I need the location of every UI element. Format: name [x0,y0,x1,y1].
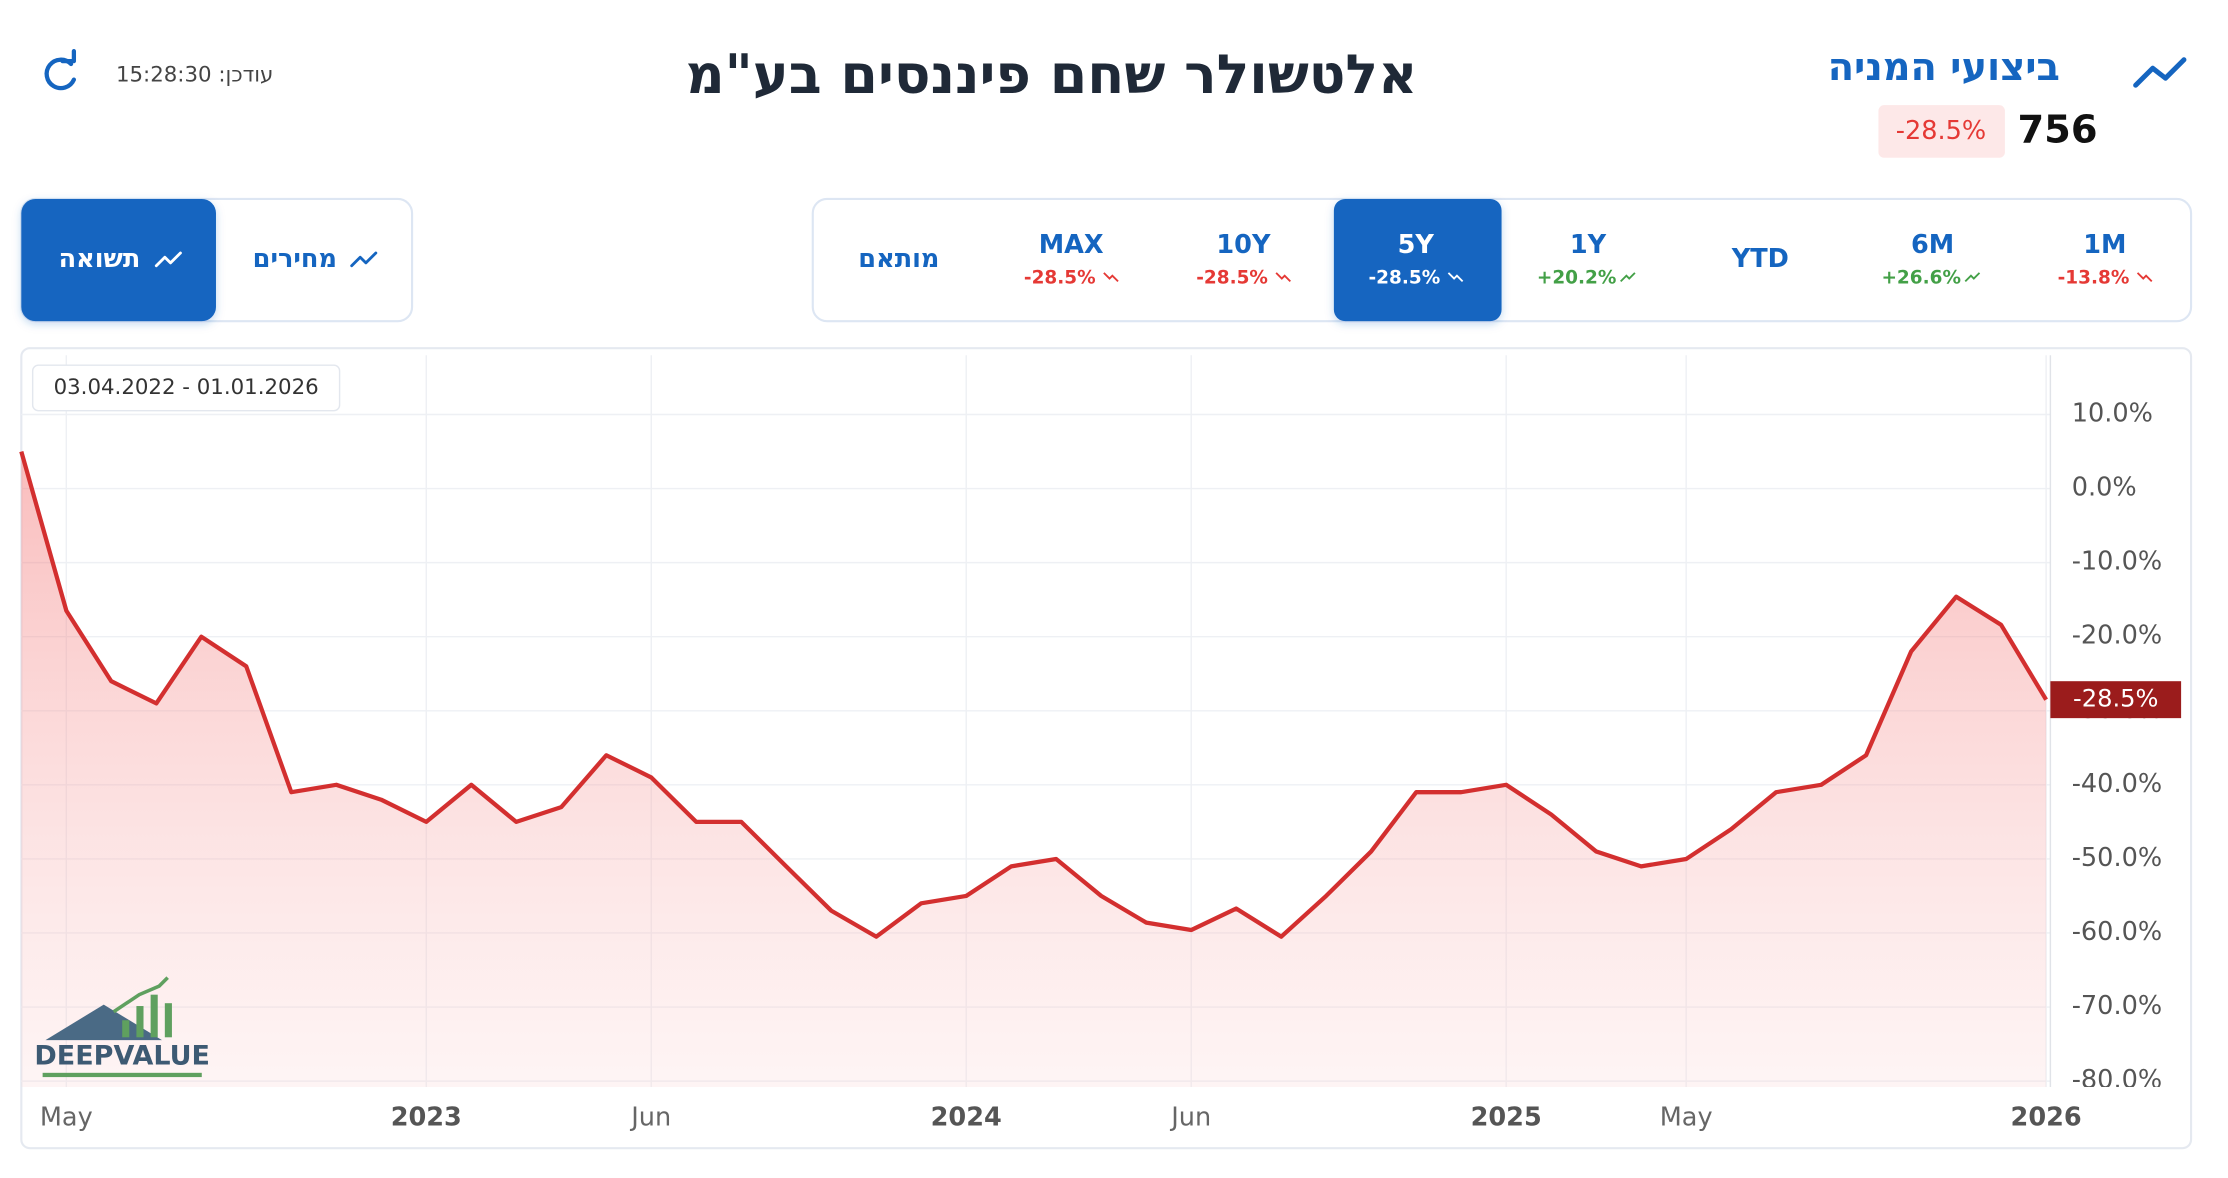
toggle-button[interactable]: תשואה [21,198,216,322]
trend-icon [154,251,182,268]
x-tick-label: Jun [629,1102,671,1132]
change-icon [1964,272,1981,283]
change-icon [1447,272,1464,283]
y-tick-label: -10.0% [2072,547,2162,577]
y-tick-label: -40.0% [2072,769,2162,799]
toggle-label: תשואה [59,244,141,274]
change-icon [1620,272,1636,283]
x-tick-label: 2023 [391,1102,462,1132]
range-button[interactable]: 1M -13.8% [2058,230,2153,289]
range-button[interactable]: YTD [1731,244,1789,274]
change-icon [2136,272,2153,283]
current-value-box [2050,681,2182,719]
y-tick-label: -60.0% [2072,917,2162,947]
logo-arrow [112,976,169,1014]
change-badge [1878,105,2005,158]
toggle-button[interactable]: מחירים [253,244,378,274]
range-change: +26.6% [1881,268,1961,289]
y-tick-label: -50.0% [2072,843,2162,873]
x-tick-label: Jun [1169,1102,1211,1132]
y-tick-label: 0.0% [2072,473,2137,503]
range-label: 10Y [1216,230,1271,260]
toggle-active-bg [21,198,216,322]
range-label: 1Y [1570,230,1607,260]
x-tick-label: May [40,1102,93,1132]
change-icon [1275,272,1291,283]
range-change: -28.5% [1368,268,1440,289]
y-tick-label: 10.0% [2072,399,2153,429]
date-range: 03.04.2022 - 01.01.2026 [54,375,319,400]
x-tick-label: 2024 [931,1102,1002,1132]
range-label: 5Y [1398,230,1435,260]
logo-text: DEEPVALUE [34,1041,210,1072]
logo: DEEPVALUE [34,976,210,1078]
range-selector [811,197,2193,323]
change-icon [1103,272,1119,283]
logo-bar [164,1003,172,1038]
range-button[interactable]: 5Y -28.5% [1333,198,1502,322]
updated-time: עודכן: 15:28:30 [116,62,273,87]
area-fill [21,451,2047,1088]
range-button[interactable]: מותאם [858,244,939,274]
date-range-box [31,364,341,412]
logo-underline [42,1072,202,1078]
y-tick-label: -20.0% [2072,621,2162,651]
logo-bar [122,1020,130,1038]
toggle-label: מחירים [253,244,337,274]
range-label: YTD [1731,244,1789,274]
range-change: -13.8% [2058,268,2130,289]
range-button[interactable]: 1Y +20.2% [1537,230,1636,289]
logo-bar [136,1006,144,1038]
change-value: -28.5% [1896,116,1986,146]
section-title: ביצועי המניה [1828,45,2060,90]
x-tick-label: 2025 [1471,1102,1542,1132]
range-change: +20.2% [1537,268,1617,289]
logo-house [45,1004,162,1041]
range-change: -28.5% [1024,268,1096,289]
y-tick-label: -70.0% [2072,991,2162,1021]
range-button[interactable]: MAX -28.5% [1024,230,1119,289]
logo-bar [150,994,158,1038]
range-button[interactable]: 6M +26.6% [1881,230,1981,289]
x-tick-label: 2026 [2011,1102,2082,1132]
y-tick-label: -80.0% [2072,1065,2162,1095]
price: 756 [2017,108,2097,153]
range-active-bg [1333,198,1502,322]
range-label: 6M [1911,230,1954,260]
range-label: 1M [2083,230,2126,260]
range-label: MAX [1039,230,1104,260]
trend-icon [350,251,378,268]
refresh-button[interactable] [44,49,77,91]
trend-icon [2133,57,2187,88]
page-title: אלטשולר שחם פיננסים בע"מ [686,43,1418,106]
range-button[interactable]: 10Y -28.5% [1196,230,1291,289]
range-change: -28.5% [1196,268,1268,289]
range-label: מותאם [858,244,939,274]
x-tick-label: May [1660,1102,1713,1132]
line [19,451,2048,939]
current-value-label: -28.5% [2073,685,2158,713]
